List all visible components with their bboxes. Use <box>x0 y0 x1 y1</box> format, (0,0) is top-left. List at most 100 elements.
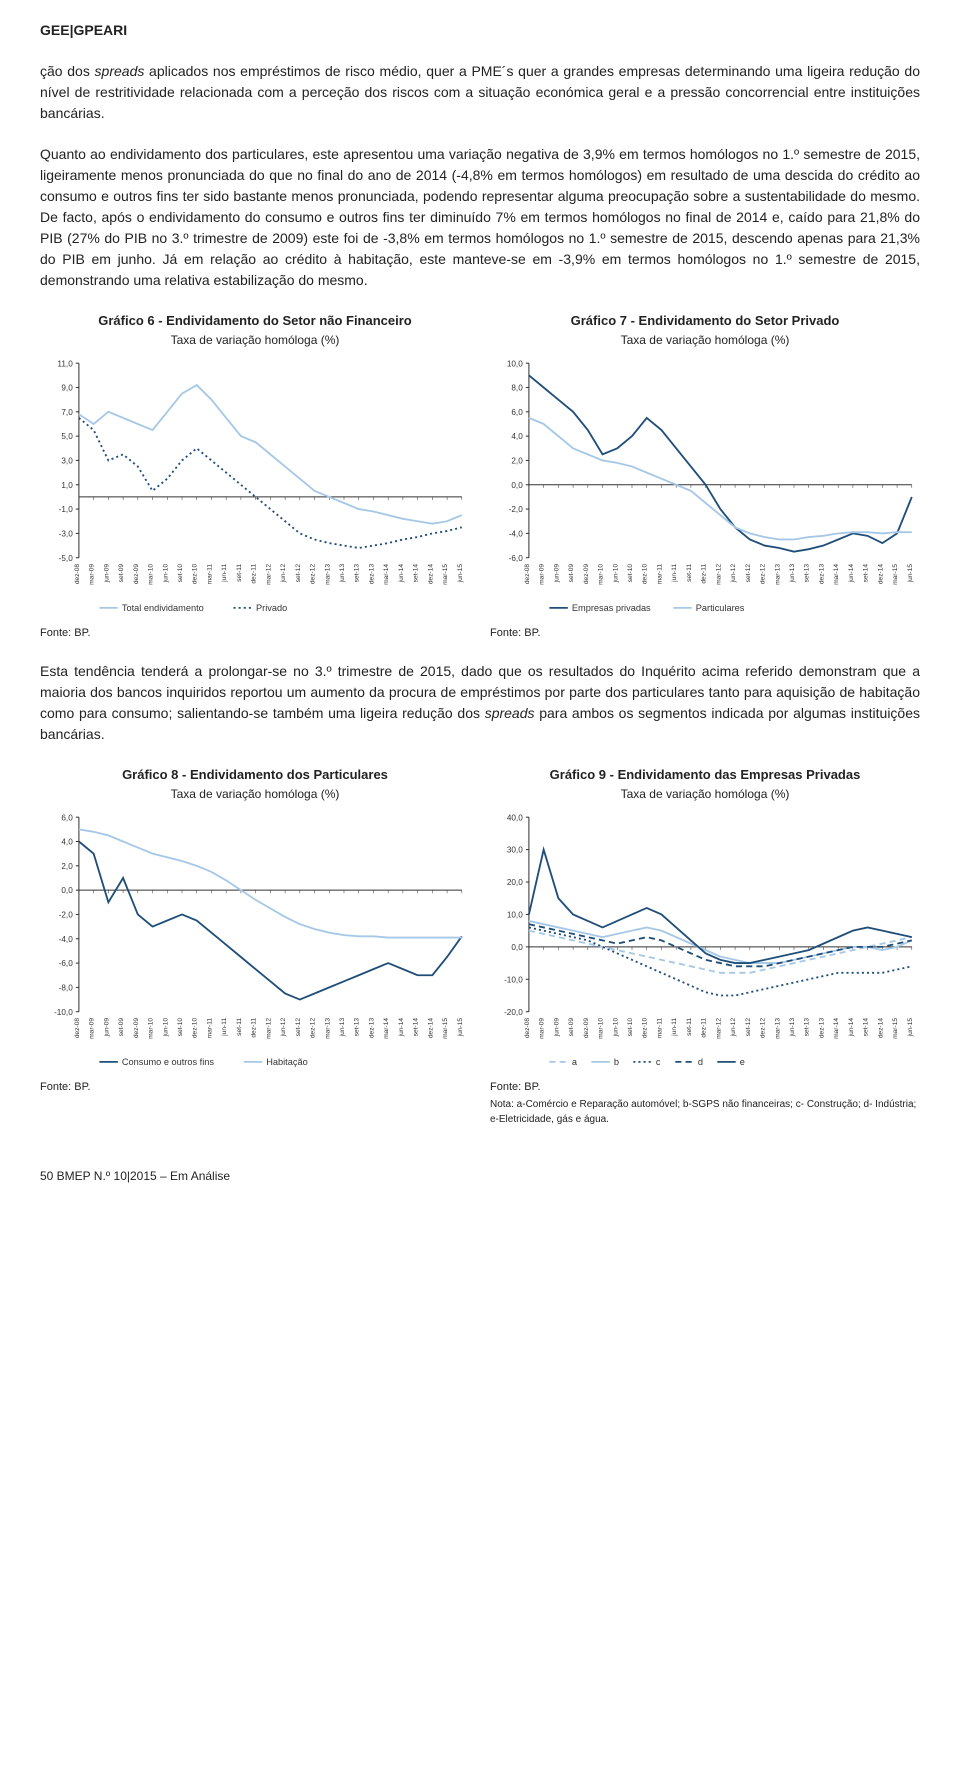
svg-text:-10,0: -10,0 <box>54 1007 73 1016</box>
svg-text:40,0: 40,0 <box>507 813 523 822</box>
svg-text:mar-10: mar-10 <box>148 1017 155 1038</box>
svg-text:dez-12: dez-12 <box>310 563 317 584</box>
svg-text:b: b <box>614 1057 619 1067</box>
svg-text:jun-11: jun-11 <box>221 563 228 582</box>
chart6-col: Gráfico 6 - Endividamento do Setor não F… <box>40 311 470 641</box>
svg-text:set-14: set-14 <box>863 563 870 582</box>
svg-text:jun-13: jun-13 <box>339 563 346 583</box>
svg-text:jun-10: jun-10 <box>612 1017 619 1037</box>
svg-text:set-11: set-11 <box>236 563 243 581</box>
svg-text:set-13: set-13 <box>804 563 811 582</box>
svg-text:dez-12: dez-12 <box>760 563 767 584</box>
svg-text:dez-13: dez-13 <box>368 1017 375 1038</box>
svg-text:11,0: 11,0 <box>57 359 73 368</box>
svg-text:dez-12: dez-12 <box>310 1017 317 1038</box>
svg-text:0,0: 0,0 <box>511 480 523 489</box>
svg-text:mar-14: mar-14 <box>833 1017 840 1038</box>
svg-text:-3,0: -3,0 <box>59 529 74 538</box>
svg-text:dez-10: dez-10 <box>642 1017 649 1038</box>
svg-text:jun-15: jun-15 <box>457 1017 464 1037</box>
svg-text:d: d <box>698 1057 703 1067</box>
chart6-title: Gráfico 6 - Endividamento do Setor não F… <box>40 311 470 331</box>
svg-text:mar-11: mar-11 <box>206 1017 213 1038</box>
svg-text:jun-15: jun-15 <box>907 1017 914 1037</box>
svg-text:jun-15: jun-15 <box>457 563 464 583</box>
svg-text:mar-09: mar-09 <box>539 1017 546 1038</box>
p3-italic: spreads <box>485 705 535 721</box>
svg-text:mar-09: mar-09 <box>539 563 546 584</box>
svg-text:mar-13: mar-13 <box>324 1017 331 1038</box>
svg-text:dez-13: dez-13 <box>368 563 375 584</box>
svg-text:c: c <box>656 1057 661 1067</box>
svg-text:dez-10: dez-10 <box>192 563 199 584</box>
svg-text:-20,0: -20,0 <box>504 1007 523 1016</box>
svg-text:dez-14: dez-14 <box>877 1017 884 1038</box>
svg-text:dez-09: dez-09 <box>133 1017 140 1038</box>
svg-text:mar-11: mar-11 <box>206 563 213 584</box>
svg-text:mar-15: mar-15 <box>442 1017 449 1038</box>
svg-text:0,0: 0,0 <box>61 886 73 895</box>
svg-text:8,0: 8,0 <box>511 383 523 392</box>
charts-row-1: Gráfico 6 - Endividamento do Setor não F… <box>40 311 920 641</box>
svg-text:set-09: set-09 <box>118 1017 125 1036</box>
svg-text:e: e <box>740 1057 745 1067</box>
svg-text:jun-09: jun-09 <box>103 1017 110 1037</box>
svg-text:2,0: 2,0 <box>511 456 523 465</box>
chart8-source: Fonte: BP. <box>40 1079 470 1096</box>
svg-text:-8,0: -8,0 <box>59 983 74 992</box>
svg-text:dez-14: dez-14 <box>427 563 434 584</box>
svg-text:jun-13: jun-13 <box>789 1017 796 1037</box>
svg-text:mar-09: mar-09 <box>89 1017 96 1038</box>
svg-text:set-12: set-12 <box>295 1017 302 1036</box>
svg-text:jun-13: jun-13 <box>789 563 796 583</box>
svg-text:dez-14: dez-14 <box>427 1017 434 1038</box>
paragraph-3: Esta tendência tenderá a prolongar-se no… <box>40 661 920 745</box>
svg-text:mar-11: mar-11 <box>656 1017 663 1038</box>
svg-text:mar-13: mar-13 <box>774 563 781 584</box>
svg-text:mar-11: mar-11 <box>656 563 663 584</box>
svg-text:set-09: set-09 <box>118 563 125 582</box>
svg-text:mar-12: mar-12 <box>715 563 722 584</box>
chart9-subtitle: Taxa de variação homóloga (%) <box>490 785 920 803</box>
chart8-svg: -10,0-8,0-6,0-4,0-2,00,02,04,06,0dez-08m… <box>40 809 470 1075</box>
svg-text:4,0: 4,0 <box>61 837 73 846</box>
svg-text:set-13: set-13 <box>354 1017 361 1036</box>
svg-text:Empresas privadas: Empresas privadas <box>572 602 651 612</box>
svg-text:mar-10: mar-10 <box>598 1017 605 1038</box>
chart9-col: Gráfico 9 - Endividamento das Empresas P… <box>490 765 920 1127</box>
svg-text:mar-13: mar-13 <box>324 563 331 584</box>
svg-text:-1,0: -1,0 <box>59 505 74 514</box>
svg-text:jun-12: jun-12 <box>730 1017 737 1037</box>
chart7-wrap: -6,0-4,0-2,00,02,04,06,08,010,0dez-08mar… <box>490 355 920 621</box>
chart7-title: Gráfico 7 - Endividamento do Setor Priva… <box>490 311 920 331</box>
svg-text:dez-10: dez-10 <box>642 563 649 584</box>
svg-text:jun-10: jun-10 <box>612 563 619 583</box>
svg-text:jun-10: jun-10 <box>162 1017 169 1037</box>
svg-text:7,0: 7,0 <box>61 407 73 416</box>
p1-rest: aplicados nos empréstimos de risco médio… <box>40 63 920 121</box>
svg-text:6,0: 6,0 <box>511 407 523 416</box>
svg-text:jun-12: jun-12 <box>730 563 737 583</box>
svg-text:jun-14: jun-14 <box>398 563 405 583</box>
svg-text:9,0: 9,0 <box>61 383 73 392</box>
svg-text:set-09: set-09 <box>568 563 575 582</box>
svg-text:jun-12: jun-12 <box>280 563 287 583</box>
paragraph-1: ção dos spreads aplicados nos empréstimo… <box>40 61 920 124</box>
svg-text:dez-12: dez-12 <box>760 1017 767 1038</box>
svg-text:set-10: set-10 <box>177 1017 184 1036</box>
svg-text:mar-12: mar-12 <box>265 563 272 584</box>
svg-text:Habitação: Habitação <box>266 1057 307 1067</box>
chart6-svg: -5,0-3,0-1,01,03,05,07,09,011,0dez-08mar… <box>40 355 470 621</box>
svg-text:dez-10: dez-10 <box>192 1017 199 1038</box>
svg-text:set-09: set-09 <box>568 1017 575 1036</box>
svg-text:dez-09: dez-09 <box>133 563 140 584</box>
p1-prefix: ção dos <box>40 63 95 79</box>
svg-text:20,0: 20,0 <box>507 878 523 887</box>
svg-text:set-10: set-10 <box>627 563 634 582</box>
svg-text:dez-09: dez-09 <box>583 563 590 584</box>
svg-text:jun-14: jun-14 <box>848 563 855 583</box>
svg-text:set-12: set-12 <box>745 563 752 582</box>
svg-text:-2,0: -2,0 <box>509 505 524 514</box>
p1-italic: spreads <box>95 63 145 79</box>
svg-text:3,0: 3,0 <box>61 456 73 465</box>
